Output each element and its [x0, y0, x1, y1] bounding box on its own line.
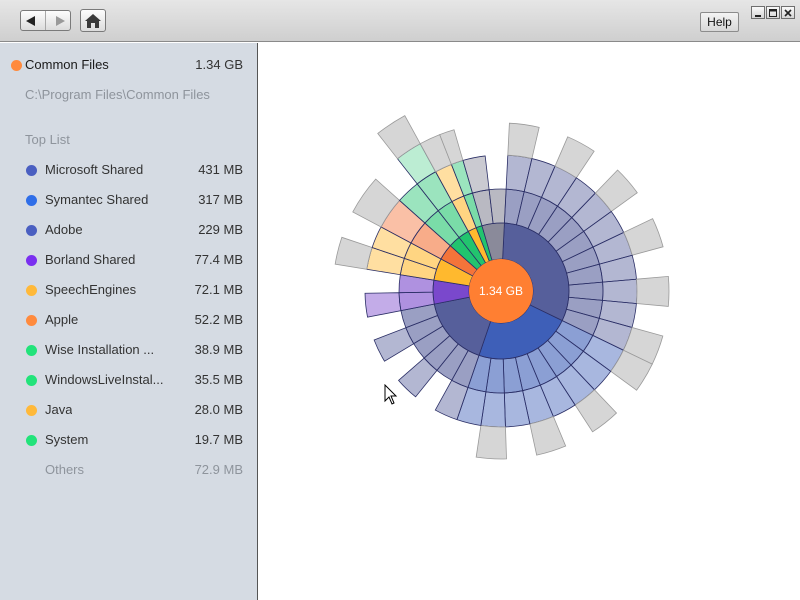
- others-label: Others: [45, 462, 85, 477]
- back-arrow-icon: [26, 15, 36, 26]
- sunburst-subsegment[interactable]: [334, 236, 373, 270]
- item-label: SpeechEngines: [45, 282, 137, 297]
- item-color-dot: [26, 255, 37, 266]
- root-folder-row[interactable]: Common Files 1.34 GB: [0, 57, 258, 73]
- item-size: 317 MB: [198, 192, 243, 207]
- item-size: 229 MB: [198, 222, 243, 237]
- back-button[interactable]: [21, 11, 45, 30]
- item-label: System: [45, 432, 89, 447]
- home-button[interactable]: [80, 9, 106, 32]
- item-size: 19.7 MB: [194, 432, 243, 447]
- item-color-dot: [26, 405, 37, 416]
- item-color-dot: [26, 225, 37, 236]
- item-label: Apple: [45, 312, 79, 327]
- sunburst-subsegment[interactable]: [529, 415, 567, 456]
- item-size: 35.5 MB: [194, 372, 243, 387]
- maximize-icon: [769, 8, 777, 17]
- item-color-dot: [26, 345, 37, 356]
- item-label: Wise Installation ...: [45, 342, 155, 357]
- top-list-item[interactable]: SpeechEngines 72.1 MB: [0, 282, 258, 298]
- item-label: Microsoft Shared: [45, 162, 144, 177]
- item-color-dot: [26, 285, 37, 296]
- sidebar: Common Files 1.34 GB C:\Program Files\Co…: [0, 43, 258, 600]
- sunburst-center-label: 1.34 GB: [479, 284, 523, 298]
- top-list-item[interactable]: WindowsLiveInstal... 35.5 MB: [0, 372, 258, 388]
- root-folder-size: 1.34 GB: [195, 57, 243, 72]
- sunburst-subsegment[interactable]: [635, 275, 670, 307]
- item-label: WindowsLiveInstal...: [45, 372, 164, 387]
- top-list-item[interactable]: Symantec Shared 317 MB: [0, 192, 258, 208]
- sunburst-subsegment[interactable]: [364, 292, 402, 318]
- item-size: 28.0 MB: [194, 402, 243, 417]
- sunburst-chart-area: 1.34 GB: [259, 43, 800, 600]
- mouse-cursor-icon: [384, 384, 398, 405]
- item-size: 72.1 MB: [194, 282, 243, 297]
- home-icon: [85, 13, 101, 28]
- top-list-item[interactable]: Borland Shared 77.4 MB: [0, 252, 258, 268]
- others-size: 72.9 MB: [194, 462, 243, 477]
- sunburst-subsegment[interactable]: [488, 188, 507, 224]
- top-list-heading: Top List: [25, 132, 70, 147]
- close-icon: [784, 8, 792, 17]
- root-color-dot: [11, 60, 22, 71]
- sunburst-subsegment[interactable]: [373, 327, 415, 362]
- top-list-item[interactable]: Microsoft Shared 431 MB: [0, 162, 258, 178]
- item-color-dot: [26, 195, 37, 206]
- item-label: Adobe: [45, 222, 83, 237]
- item-size: 38.9 MB: [194, 342, 243, 357]
- sunburst-chart: 1.34 GB: [334, 115, 670, 460]
- top-list-item[interactable]: Adobe 229 MB: [0, 222, 258, 238]
- folder-path: C:\Program Files\Common Files: [25, 87, 210, 102]
- minimize-icon: [755, 14, 761, 17]
- top-list-item[interactable]: Wise Installation ... 38.9 MB: [0, 342, 258, 358]
- sunburst-subsegment[interactable]: [507, 122, 540, 160]
- item-label: Symantec Shared: [45, 192, 149, 207]
- forward-button[interactable]: [45, 11, 70, 30]
- sunburst-center[interactable]: [469, 259, 533, 323]
- close-button[interactable]: [781, 6, 795, 19]
- maximize-button[interactable]: [766, 6, 780, 19]
- top-list-item[interactable]: System 19.7 MB: [0, 432, 258, 448]
- item-color-dot: [26, 375, 37, 386]
- forward-arrow-icon: [56, 15, 66, 26]
- minimize-button[interactable]: [751, 6, 765, 19]
- window-controls: [751, 6, 795, 19]
- root-folder-name: Common Files: [25, 57, 109, 72]
- others-row[interactable]: Others 72.9 MB: [0, 462, 258, 478]
- item-size: 77.4 MB: [194, 252, 243, 267]
- help-button[interactable]: Help: [700, 12, 739, 32]
- item-size: 52.2 MB: [194, 312, 243, 327]
- nav-button-group: [20, 10, 71, 31]
- top-list-item[interactable]: Apple 52.2 MB: [0, 312, 258, 328]
- item-label: Borland Shared: [45, 252, 136, 267]
- item-label: Java: [45, 402, 73, 417]
- item-size: 431 MB: [198, 162, 243, 177]
- item-color-dot: [26, 165, 37, 176]
- sunburst-subsegment[interactable]: [475, 425, 507, 460]
- sunburst-subsegment[interactable]: [602, 278, 638, 304]
- top-list-item[interactable]: Java 28.0 MB: [0, 402, 258, 418]
- item-color-dot: [26, 435, 37, 446]
- item-color-dot: [26, 315, 37, 326]
- title-bar: Help: [0, 0, 800, 42]
